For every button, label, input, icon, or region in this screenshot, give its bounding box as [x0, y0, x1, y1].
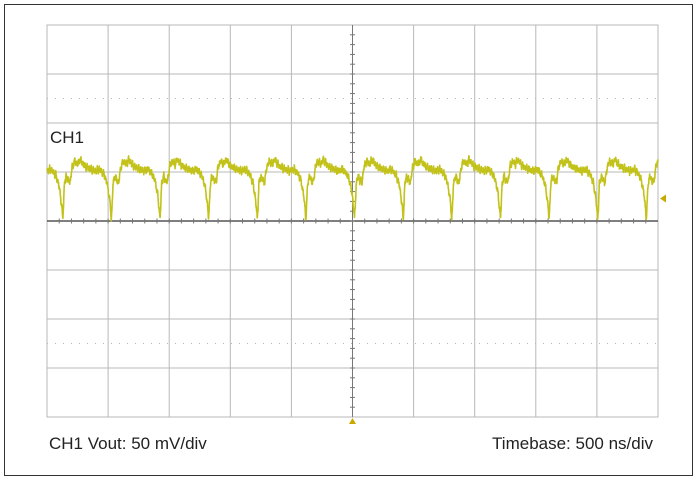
trigger-level-marker — [660, 194, 666, 203]
ch1-trace — [46, 155, 659, 222]
oscilloscope-frame: CH1 CH1 Vout: 50 mV/div Timebase: 500 ns… — [4, 4, 693, 476]
graticule — [46, 24, 659, 418]
trace-area — [46, 155, 659, 222]
timebase-readout: Timebase: 500 ns/div — [492, 434, 653, 453]
channel-label: CH1 — [50, 128, 85, 147]
scope-screen — [46, 24, 666, 424]
trigger-position-marker — [349, 418, 356, 424]
markers — [349, 194, 666, 424]
channel-scale-readout: CH1 Vout: 50 mV/div — [49, 434, 207, 453]
